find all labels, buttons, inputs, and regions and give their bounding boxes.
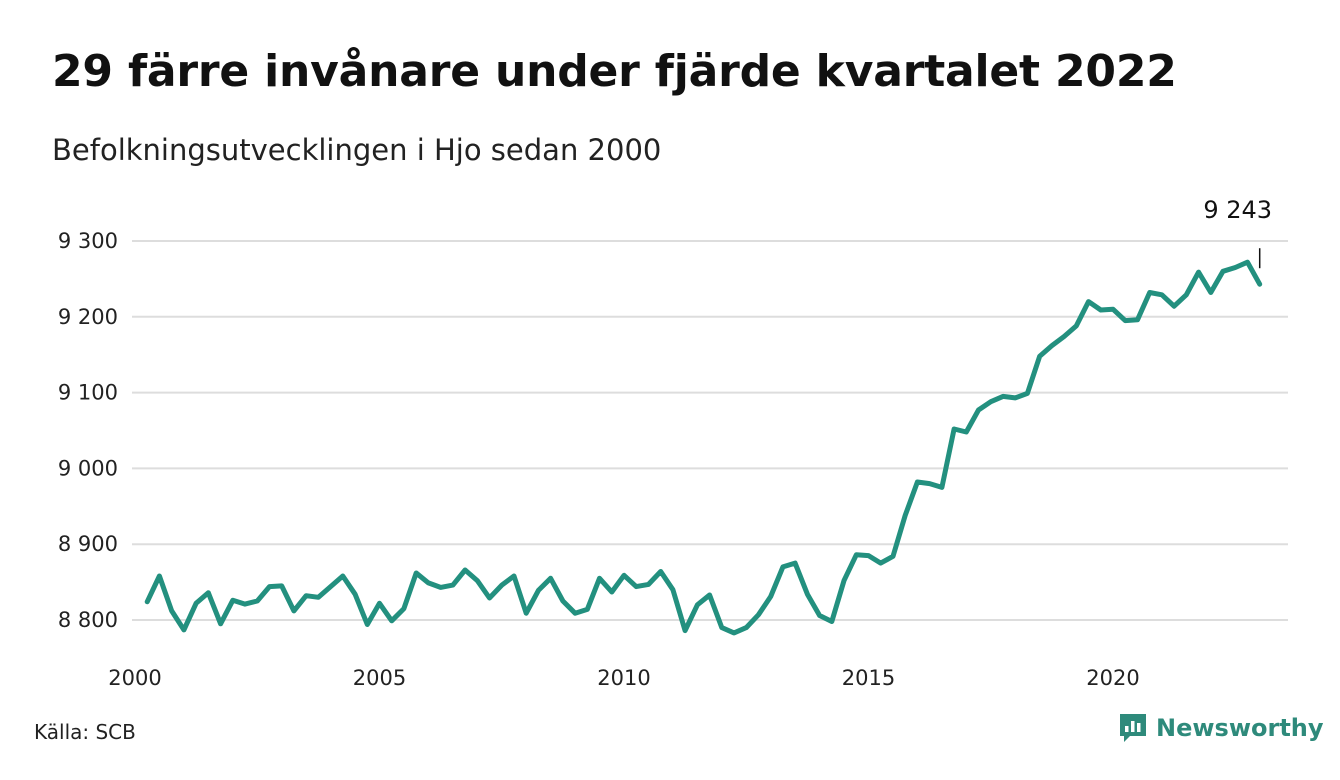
x-tick-label: 2000 (108, 666, 161, 690)
y-tick-label: 9 100 (58, 381, 118, 405)
y-axis-ticks: 8 800 8 900 9 000 9 100 9 200 9 300 (58, 229, 118, 632)
x-tick-label: 2015 (842, 666, 895, 690)
y-tick-label: 9 200 (58, 305, 118, 329)
y-tick-label: 8 900 (58, 532, 118, 556)
x-axis-ticks: 2000 2005 2010 2015 2020 (108, 666, 1139, 690)
newsworthy-logo-icon (1120, 714, 1146, 742)
x-tick-label: 2005 (353, 666, 406, 690)
gridlines (132, 240, 1288, 621)
y-tick-label: 9 000 (58, 456, 118, 480)
chart-title: 29 färre invånare under fjärde kvartalet… (52, 46, 1177, 97)
x-tick-label: 2010 (597, 666, 650, 690)
end-value-label: 9 243 (1203, 196, 1272, 224)
series-line (144, 259, 1263, 636)
y-tick-label: 8 800 (58, 608, 118, 632)
source-label: Källa: SCB (34, 720, 136, 744)
brand-logo: Newsworthy (1118, 712, 1324, 744)
x-tick-label: 2020 (1086, 666, 1139, 690)
brand-name: Newsworthy (1156, 714, 1324, 742)
chart-subtitle: Befolkningsutvecklingen i Hjo sedan 2000 (52, 133, 662, 167)
y-tick-label: 9 300 (58, 229, 118, 253)
